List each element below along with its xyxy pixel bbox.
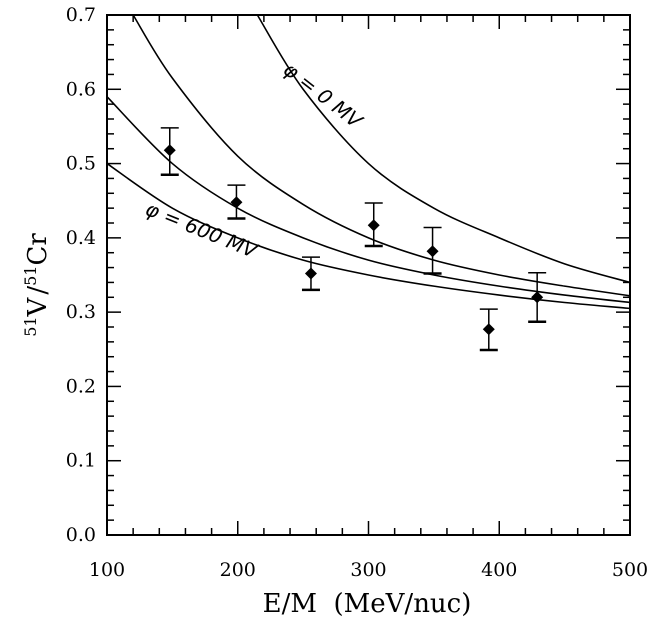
diamond-marker [367, 219, 380, 232]
x-tick-label: 400 [481, 559, 517, 581]
y-tick-labels: 0.0 0.1 0.2 0.3 0.4 0.5 0.6 0.7 [66, 4, 96, 546]
diamond-marker [230, 196, 243, 209]
data-point-6 [528, 272, 547, 324]
diamond-marker [531, 291, 544, 304]
y-axis-sup-2: 51 [21, 266, 40, 286]
x-tick-label: 500 [612, 559, 648, 581]
model-curves [106, 14, 631, 310]
curve-series-2 [106, 96, 631, 304]
y-axis-slash: / [23, 286, 53, 295]
data-point-1 [227, 184, 246, 220]
x-tick-label: 200 [220, 559, 256, 581]
y-tick-label: 0.5 [66, 153, 96, 175]
x-tick-labels: 100 200 300 400 500 [89, 559, 648, 581]
x-tick-label: 300 [350, 559, 386, 581]
y-tick-label: 0.4 [66, 227, 96, 249]
diamond-marker [163, 144, 176, 157]
diamond-marker [426, 245, 439, 258]
y-axis-sup-1: 51 [21, 316, 40, 336]
annotation-phi-600: φ = 600 MV [142, 196, 262, 263]
y-tick-label: 0.6 [66, 78, 96, 100]
curve-series-1 [132, 14, 631, 297]
curve-series-3 [106, 162, 631, 310]
y-axis-v: V [23, 296, 53, 317]
x-axis-title: E/M (MeV/nuc) [263, 589, 472, 619]
data-point-5 [479, 308, 498, 352]
axis-ticks [106, 14, 631, 536]
y-tick-label: 0.0 [66, 524, 96, 546]
data-points [160, 127, 547, 352]
data-point-4 [423, 226, 442, 275]
diamond-marker [304, 267, 317, 280]
y-axis-title: 51V/51Cr [21, 233, 53, 337]
annotation-phi-0: φ = 0 MV [279, 57, 368, 134]
y-axis-cr: Cr [23, 233, 53, 266]
y-tick-label: 0.7 [66, 4, 96, 26]
curve-series-0 [256, 14, 631, 284]
data-point-3 [364, 202, 383, 248]
y-tick-label: 0.1 [66, 450, 96, 472]
diamond-marker [482, 323, 495, 336]
data-point-0 [160, 127, 179, 176]
y-tick-label: 0.3 [66, 301, 96, 323]
data-point-2 [301, 256, 320, 292]
y-tick-label: 0.2 [66, 375, 96, 397]
x-tick-label: 100 [89, 559, 125, 581]
plot-frame [106, 14, 631, 536]
